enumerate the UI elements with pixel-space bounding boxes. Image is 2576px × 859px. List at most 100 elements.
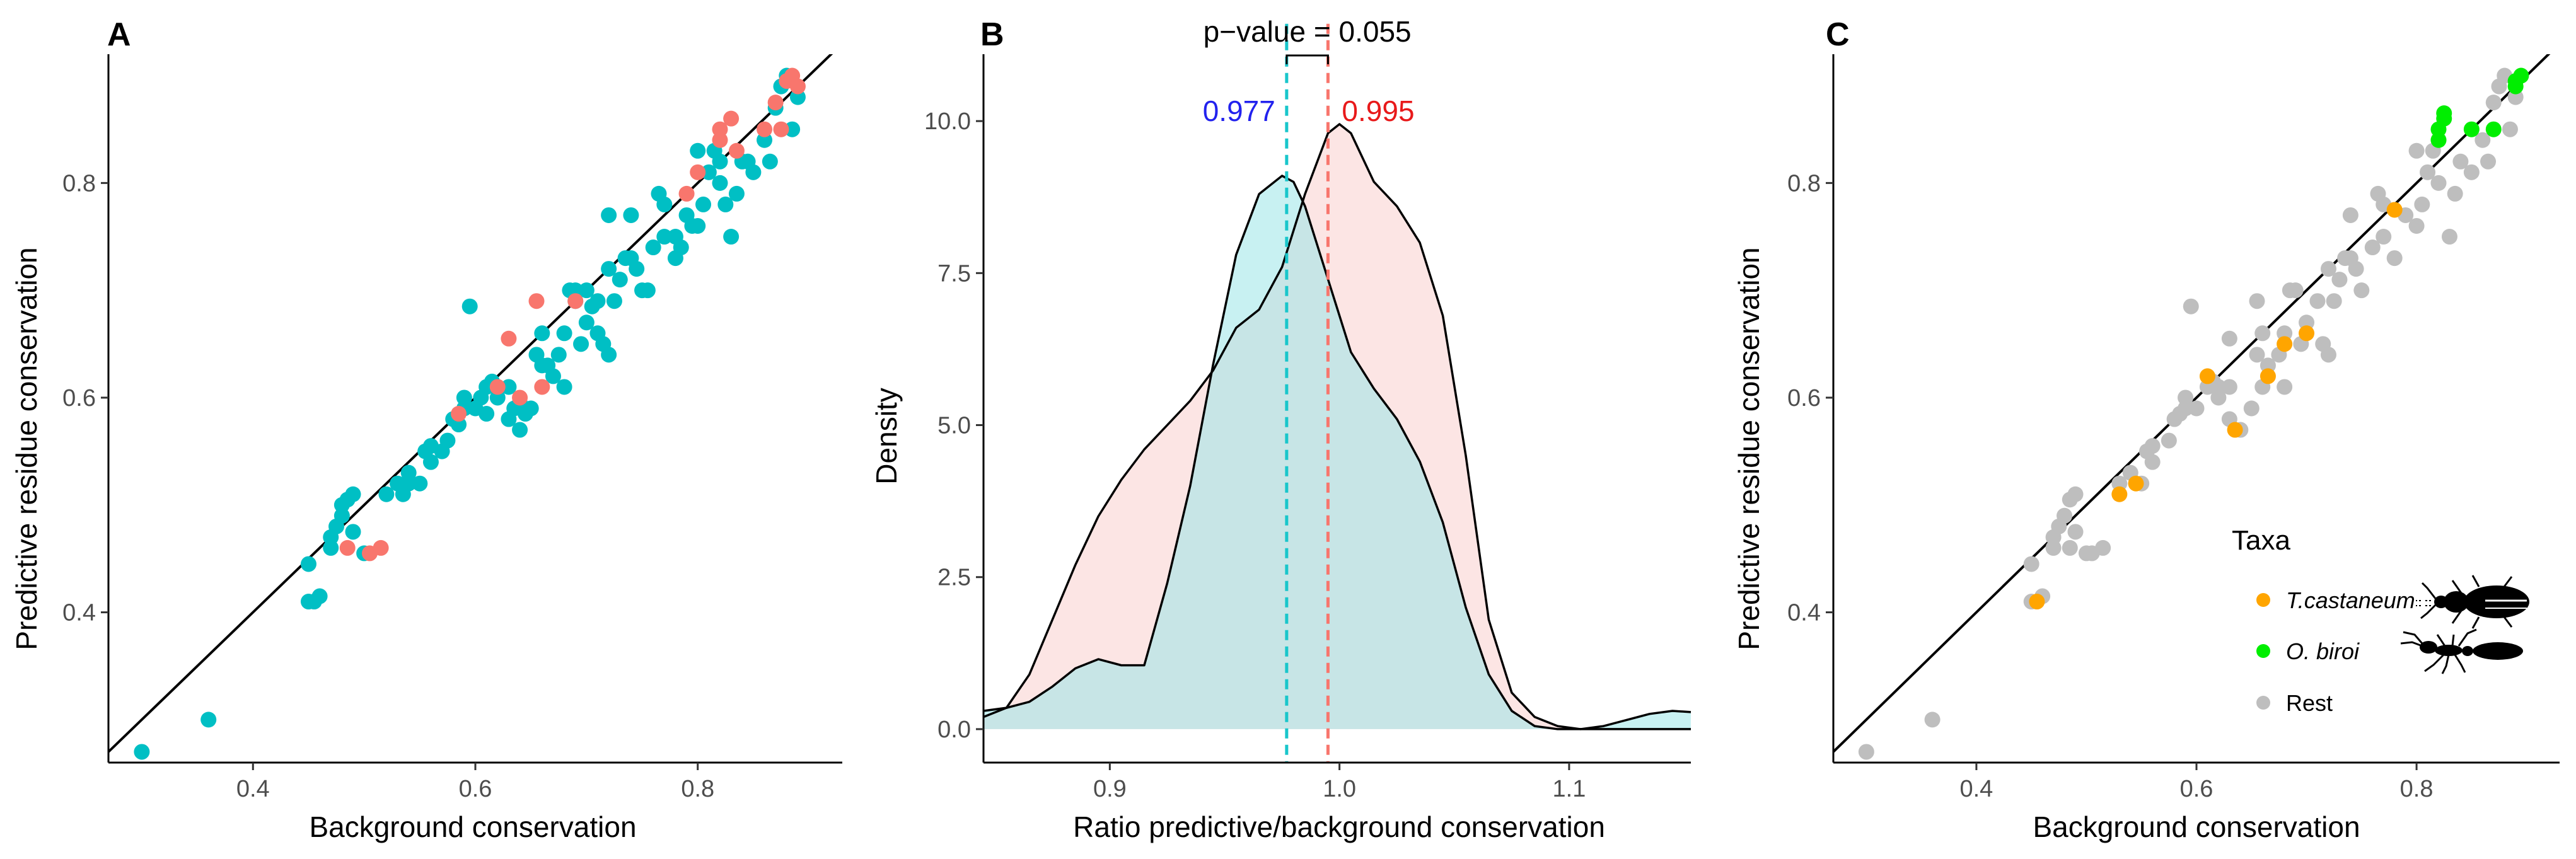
- panel-c-data-point: [2254, 325, 2271, 342]
- panel-c-data-point: [2277, 379, 2293, 395]
- panel-c-data-point: [2408, 217, 2425, 234]
- panel-b-y-tick-label: 5.0: [937, 413, 971, 439]
- panel-a-data-point: [573, 336, 589, 352]
- panel-c-y-axis-title: Predictive residue conservation: [1732, 247, 1765, 650]
- panel-c: C 0.4 0.6 0.8 0.4 0.6 0.8 Background conserva…: [1732, 16, 2560, 843]
- panel-c-data-point: [2320, 261, 2336, 277]
- panel-b-significance-bracket: [1285, 54, 1329, 64]
- panel-c-data-point: [2353, 282, 2370, 299]
- panel-a-data-point: [323, 529, 339, 545]
- panel-b: B 0.977 0.995 p−value = 0.055 0.9 1.0 1.1 0.0 2…: [870, 15, 1691, 843]
- panel-b-y-tick-label: 2.5: [937, 565, 971, 591]
- panel-a-data-point: [700, 164, 717, 180]
- panel-c-data-point: [2485, 121, 2502, 137]
- panel-a-data-point: [501, 330, 517, 347]
- panel-c-data-point: [2441, 229, 2457, 245]
- legend-label-o-biroi: O. biroi: [2286, 638, 2360, 664]
- panel-c-data-point: [2183, 298, 2199, 314]
- panel-c-data-point: [2172, 406, 2188, 422]
- panel-c-data-point: [2023, 556, 2039, 572]
- panel-a-data-point: [723, 229, 740, 245]
- panel-c-y-tick-label: 0.6: [1787, 385, 1821, 412]
- panel-c-data-point: [2436, 105, 2452, 122]
- panel-a-data-point: [645, 239, 661, 256]
- panel-a-data-point: [534, 379, 550, 395]
- panel-a-data-point: [717, 196, 734, 212]
- panel-a-data-point: [534, 325, 550, 342]
- panel-c-data-point: [2386, 250, 2403, 267]
- panel-a-data-point: [578, 282, 595, 299]
- panel-a-data-point: [339, 539, 356, 556]
- panel-c-data-point: [2029, 594, 2045, 610]
- panel-c-series-1: [2029, 202, 2403, 610]
- panel-a-data-point: [456, 389, 472, 406]
- panel-c-data-point: [2299, 325, 2315, 342]
- panel-a-data-point: [601, 347, 617, 363]
- panel-a-data-point: [667, 229, 683, 245]
- panel-b-median-label-1: 0.995: [1342, 95, 1414, 127]
- legend-key-rest: [2256, 696, 2270, 710]
- panel-a-series-1: [339, 67, 806, 562]
- panel-c-data-point: [2463, 121, 2480, 137]
- panel-a-label: A: [107, 16, 131, 53]
- panel-c-data-point: [2386, 202, 2403, 218]
- legend-key-t-castaneum: [2256, 593, 2270, 607]
- panel-c-data-point: [2277, 336, 2293, 352]
- panel-a-y-tick-label: 0.6: [62, 385, 96, 412]
- panel-a-data-point: [784, 121, 801, 137]
- panel-a-data-point: [534, 357, 550, 374]
- panel-c-data-point: [2376, 229, 2392, 245]
- panel-c-data-point: [2447, 185, 2463, 202]
- panel-c-data-point: [2249, 293, 2265, 309]
- panel-a-data-point: [639, 282, 656, 299]
- legend-label-t-castaneum: T.castaneum: [2286, 587, 2415, 613]
- panel-c-data-point: [2221, 379, 2237, 395]
- panel-b-plot: 0.977 0.995 p−value = 0.055 0.9 1.0 1.1 0.0 2.5…: [924, 15, 1691, 802]
- panel-c-data-point: [2045, 529, 2062, 545]
- panel-c-data-point: [2199, 368, 2215, 384]
- panel-c-y-tick-label: 0.8: [1787, 170, 1821, 197]
- panel-a-data-point: [656, 196, 673, 212]
- panel-c-data-point: [1858, 744, 1874, 760]
- panel-a-data-point: [550, 347, 567, 363]
- panel-a-data-point: [789, 78, 806, 95]
- panel-b-x-tick-label: 1.1: [1553, 776, 1586, 802]
- panel-c-data-point: [2243, 400, 2260, 417]
- panel-c-x-tick-label: 0.8: [2400, 776, 2434, 802]
- panel-c-data-point: [2111, 486, 2128, 502]
- panel-a-data-point: [311, 588, 328, 604]
- panel-b-y-tick-label: 0.0: [937, 717, 971, 743]
- panel-c-data-point: [2408, 142, 2425, 159]
- panel-a-x-tick-label: 0.8: [681, 776, 714, 802]
- panel-c-data-point: [2249, 347, 2265, 363]
- panel-a-data-point: [712, 175, 728, 191]
- panel-c-plot: 0.4 0.6 0.8 0.4 0.6 0.8: [1787, 54, 2560, 802]
- panel-c-x-axis-title: Background conservation: [2033, 810, 2360, 843]
- panel-a-data-point: [601, 207, 617, 223]
- panel-c-x-tick-label: 0.4: [1959, 776, 1993, 802]
- panel-c-data-point: [2188, 400, 2205, 417]
- panel-b-y-tick-label: 10.0: [924, 108, 971, 135]
- panel-a-data-point: [578, 314, 595, 331]
- panel-a-data-point: [623, 207, 639, 223]
- panel-c-data-point: [2480, 153, 2497, 170]
- panel-a-data-point: [612, 272, 628, 288]
- panel-c-data-point: [1924, 712, 1941, 728]
- panel-a-data-point: [400, 475, 417, 492]
- panel-a-data-point: [589, 293, 606, 309]
- panel-a-data-point: [690, 142, 706, 159]
- panel-a-data-point: [512, 389, 528, 406]
- panel-a-data-point: [556, 325, 572, 342]
- panel-c-data-point: [2420, 164, 2436, 180]
- panel-c-data-point: [2309, 293, 2326, 309]
- panel-c-reference-line: [1833, 54, 2551, 753]
- panel-a-y-tick-label: 0.4: [62, 600, 96, 626]
- panel-c-data-point: [2287, 282, 2304, 299]
- panel-c-data-point: [2144, 454, 2161, 470]
- panel-c-data-point: [2463, 164, 2480, 180]
- panel-a-data-point: [512, 422, 528, 438]
- panel-a-data-point: [623, 250, 639, 267]
- panel-c-data-point: [2067, 486, 2084, 502]
- panel-c-data-point: [2067, 524, 2084, 540]
